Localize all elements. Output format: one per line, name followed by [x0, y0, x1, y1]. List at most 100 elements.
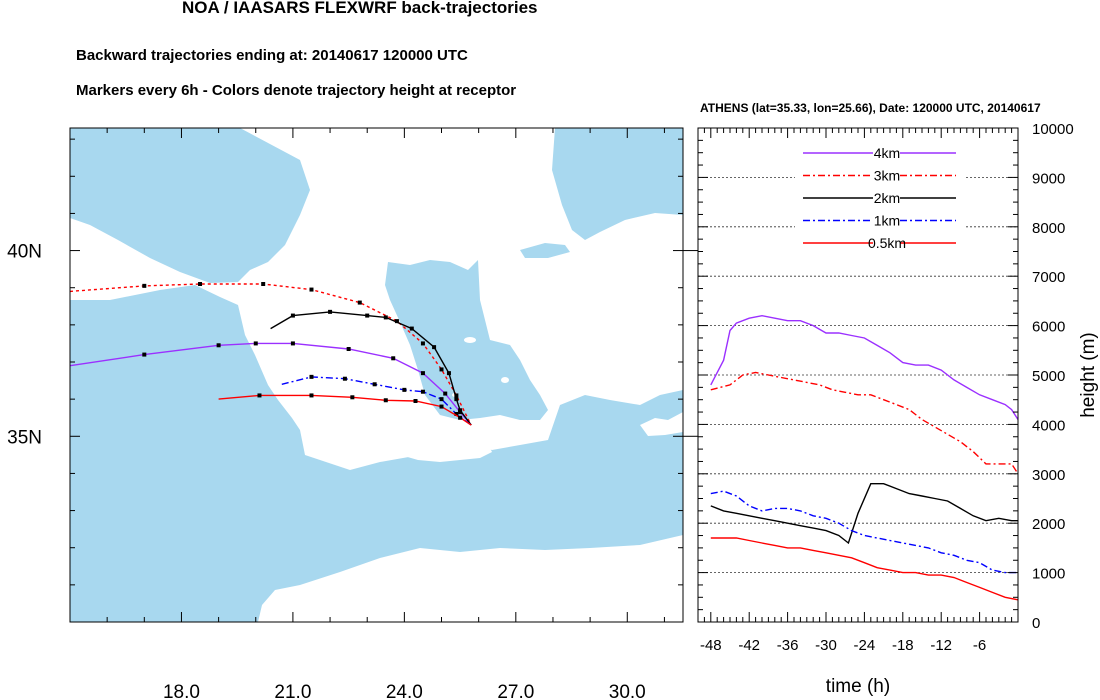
trajectory-3km: [70, 283, 472, 426]
map-x-tick-label: 27.0: [497, 682, 534, 700]
height-x-tick-label: -42: [738, 637, 760, 654]
height-y-tick-label: 10000: [1032, 121, 1074, 138]
height-y-tick-label: 7000: [1032, 269, 1065, 286]
trajectories: [70, 282, 472, 426]
trajectory-marker: [458, 408, 463, 413]
trajectory-marker: [383, 398, 388, 403]
trajectory-marker: [432, 345, 437, 350]
height-x-tick-label: -48: [700, 637, 722, 654]
height-series-1km: [710, 490, 1018, 574]
trajectory-marker: [253, 341, 258, 346]
trajectory-marker: [342, 376, 347, 381]
height-series-3km: [710, 371, 1018, 475]
trajectory-marker: [383, 315, 388, 320]
trajectory-marker: [439, 367, 444, 372]
trajectory-marker: [439, 397, 444, 402]
black-sea: [552, 128, 683, 240]
map-y-tick-label: 35N: [7, 427, 42, 448]
height-series-4km: [710, 314, 1018, 420]
trajectory-marker: [198, 282, 203, 286]
height-y-tick-label: 5000: [1032, 368, 1065, 385]
legend-label: 4km: [874, 145, 900, 161]
trajectory-marker: [454, 412, 459, 416]
trajectory-marker: [309, 393, 314, 398]
trajectory-marker: [372, 382, 377, 387]
legend-label: 1km: [874, 213, 900, 229]
trajectory-marker: [357, 300, 362, 305]
island: [490, 311, 500, 319]
crete-island: [404, 443, 492, 462]
trajectory-marker: [409, 326, 414, 331]
x-axis-label: time (h): [826, 676, 890, 697]
height-x-tick-label: -36: [777, 637, 799, 654]
island: [501, 377, 509, 383]
height-y-tick-label: 2000: [1032, 516, 1065, 533]
height-y-tick-label: 4000: [1032, 417, 1065, 434]
trajectory-marker: [309, 287, 314, 292]
height-panel-title: ATHENS (lat=35.33, lon=25.66), Date: 120…: [700, 101, 1041, 115]
trajectory-marker: [420, 371, 425, 376]
height-series: [710, 314, 1018, 601]
trajectory-marker: [443, 391, 448, 396]
trajectory-marker: [439, 404, 444, 409]
legend-label: 3km: [874, 168, 900, 184]
island: [464, 337, 476, 343]
height-x-tick-label: -6: [973, 637, 986, 654]
adriatic-sea: [70, 128, 310, 283]
height-y-tick-label: 0: [1032, 615, 1040, 632]
trajectory-marker: [365, 313, 370, 318]
map-x-tick-label: 21.0: [274, 682, 311, 700]
trajectory-marker: [420, 389, 425, 394]
height-x-tick-label: -12: [930, 637, 952, 654]
trajectory-marker: [328, 309, 333, 314]
y-axis-label: height (m): [1078, 332, 1099, 418]
trajectory-marker: [350, 395, 355, 400]
height-y-tick-label: 9000: [1032, 170, 1065, 187]
height-panel: ATHENS (lat=35.33, lon=25.66), Date: 120…: [697, 101, 1099, 697]
trajectory-marker: [458, 415, 463, 420]
sea-areas: [70, 128, 683, 622]
height-series-0.5km: [710, 537, 1018, 601]
trajectory-marker: [413, 399, 418, 403]
trajectory-marker: [346, 347, 351, 351]
height-y-tick-label: 6000: [1032, 319, 1065, 336]
trajectory-marker: [290, 341, 295, 346]
trajectory-marker: [454, 397, 459, 402]
trajectory-marker: [309, 374, 314, 379]
trajectory-marker: [402, 387, 407, 392]
trajectory-marker: [261, 282, 266, 286]
height-y-tick-label: 8000: [1032, 220, 1065, 237]
trajectory-marker: [142, 283, 147, 288]
map-x-tick-label: 30.0: [609, 682, 646, 700]
chart-title: NOA / IAASARS FLEXWRF back-trajectories: [182, 0, 538, 17]
legend-box: [795, 145, 965, 245]
legend-label: 0.5km: [868, 235, 906, 251]
map-frame: [69, 127, 684, 623]
chart-subtitle-end-time: Backward trajectories ending at: 2014061…: [76, 47, 468, 64]
trajectory-marker: [454, 393, 459, 398]
trajectory-marker: [257, 393, 262, 398]
height-x-tick-label: -30: [815, 637, 837, 654]
map-y-tick-label: 40N: [7, 242, 42, 263]
trajectory-marker: [446, 371, 451, 376]
legend: 4km 3km 2km 1km 0.5km: [795, 145, 965, 251]
height-x-tick-label: -18: [892, 637, 914, 654]
height-y-tick-label: 1000: [1032, 566, 1065, 583]
height-y-tick-label: 3000: [1032, 467, 1065, 484]
map-axis-labels: 18.0 21.0 24.0 27.0 30.0 35N 40N: [7, 242, 646, 700]
marmara-sea: [520, 243, 570, 258]
map-x-tick-label: 18.0: [163, 682, 200, 700]
trajectory-marker: [394, 319, 399, 324]
trajectory-marker: [142, 352, 147, 357]
trajectory-marker: [420, 341, 425, 346]
trajectory-marker: [216, 343, 221, 348]
trajectory-marker: [290, 313, 295, 318]
map-panel: 18.0 21.0 24.0 27.0 30.0 35N 40N: [7, 127, 698, 700]
map-x-tick-label: 24.0: [386, 682, 423, 700]
mediterranean-sea: [70, 285, 683, 622]
trajectory-marker: [391, 356, 396, 361]
height-x-tick-label: -24: [854, 637, 876, 654]
height-ticks: 0 1000 2000 3000 4000 5000 6000 7000 8000 9000 100…: [697, 121, 1074, 654]
cyprus-island: [640, 412, 683, 436]
